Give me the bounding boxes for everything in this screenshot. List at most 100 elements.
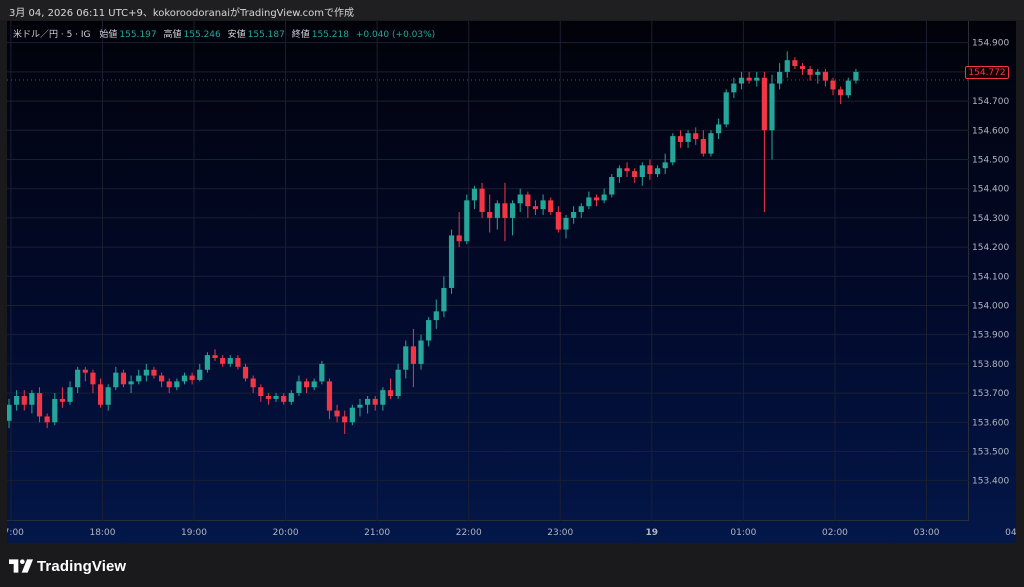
candle-body [349, 407, 355, 423]
candle-body [212, 355, 218, 359]
y-tick-label: 153.500 [972, 447, 1009, 457]
candle-body [708, 133, 714, 154]
candle-body [189, 375, 195, 380]
candle-body [235, 358, 241, 367]
candle-body [540, 200, 546, 210]
x-tick-label: 22:00 [456, 528, 482, 538]
x-tick-label: 18:00 [89, 528, 115, 538]
candle-body [197, 369, 203, 380]
candle-body [670, 136, 676, 163]
candle-body [799, 66, 806, 69]
candle-body [441, 287, 447, 312]
y-tick-label: 154.500 [972, 155, 1009, 165]
logo-text: TradingView [37, 557, 127, 575]
top-attribution-bar: 3月 04, 2026 06:11 UTC+9、kokoroodoranaiがT… [0, 0, 1024, 20]
candle-body [601, 194, 607, 201]
candlestick-chart[interactable]: 154.900154.800154.700154.600154.500154.4… [7, 21, 1016, 543]
candle-body [143, 369, 149, 376]
candle-body [632, 171, 638, 177]
y-tick-label: 154.700 [972, 97, 1009, 107]
candle-body [326, 381, 333, 411]
chart-panel[interactable]: 154.900154.800154.700154.600154.500154.4… [7, 21, 1016, 543]
legend-open-label: 始値 [99, 30, 118, 40]
candle-body [807, 68, 813, 75]
candle-body [593, 197, 600, 201]
candle-body [120, 372, 127, 385]
candle-body [815, 71, 821, 75]
y-tick-label: 153.700 [972, 389, 1009, 399]
y-tick-label: 153.800 [972, 360, 1009, 370]
candle-body [174, 381, 180, 388]
candle-body [303, 381, 310, 388]
legend-low-label: 安値 [227, 30, 246, 40]
candle-body [586, 197, 592, 207]
candle-body [21, 396, 27, 405]
candle-body [97, 384, 104, 405]
candle-body [242, 366, 249, 379]
candle-body [365, 398, 371, 405]
y-tick-label: 154.000 [972, 301, 1009, 311]
y-tick-label: 153.600 [972, 418, 1009, 428]
candle-body [113, 372, 119, 388]
candle-body [311, 381, 317, 388]
candle-body [82, 369, 88, 373]
candle-body [288, 393, 294, 402]
candle-body [227, 358, 233, 364]
candle-body [723, 92, 729, 125]
candle-body [387, 390, 394, 396]
candle-body [273, 396, 279, 399]
candle-body [456, 235, 462, 242]
candle-body [14, 396, 20, 405]
y-tick-label: 154.300 [972, 214, 1009, 224]
candle-body [151, 369, 157, 376]
candle-body [639, 165, 645, 177]
ohlc-legend: 米ドル／円 · 5 · IG 始値 155.197 高値 155.246 安値 155… [13, 27, 439, 40]
attribution-text: 3月 04, 2026 06:11 UTC+9、kokoroodoranaiがT… [9, 8, 355, 19]
candle-body [731, 83, 737, 93]
x-tick-label: 21:00 [364, 528, 390, 538]
plot-frame [7, 21, 969, 521]
candle-body [59, 398, 66, 402]
candle-body [853, 71, 859, 81]
candle-body [464, 200, 470, 242]
candle-body [166, 381, 172, 388]
candle-body [563, 217, 569, 230]
x-tick-label: 20:00 [273, 528, 299, 538]
tradingview-logo[interactable]: TradingView [9, 557, 126, 575]
y-tick-label: 153.900 [972, 331, 1009, 341]
candle-body [433, 311, 439, 321]
candle-body [426, 320, 432, 341]
candle-body [357, 404, 363, 408]
candle-body [517, 194, 523, 204]
candle-body [792, 60, 798, 67]
x-tick-label: 02:00 [822, 528, 848, 538]
candle-body [281, 396, 287, 402]
candle-body [647, 165, 653, 175]
candle-body [342, 416, 348, 423]
candle-body [525, 194, 531, 207]
footer: TradingView [0, 543, 1024, 587]
candle-body [372, 398, 378, 405]
candle-body [746, 77, 752, 81]
x-tick-label: 04:00 [1005, 528, 1016, 538]
x-tick-label: 01:00 [730, 528, 756, 538]
y-tick-label: 154.200 [972, 243, 1009, 253]
candle-body [44, 416, 50, 423]
candle-body [845, 80, 851, 96]
candle-body [830, 80, 836, 90]
candle-body [75, 369, 81, 388]
candle-body [67, 387, 73, 402]
candle-body [677, 136, 684, 142]
candle-body [52, 398, 58, 423]
x-tick-label: 19 [646, 528, 659, 538]
x-tick-label: 03:00 [914, 528, 940, 538]
tradingview-logo-icon [9, 559, 33, 573]
candle-body [7, 404, 12, 421]
candle-body [555, 212, 561, 230]
legend-open-value: 155.197 [119, 30, 157, 40]
legend-symbol[interactable]: 米ドル／円 · 5 · IG [13, 30, 91, 40]
y-tick-label: 154.600 [972, 126, 1009, 136]
candle-body [578, 206, 584, 213]
candle-body [662, 162, 668, 169]
candle-body [784, 60, 790, 72]
